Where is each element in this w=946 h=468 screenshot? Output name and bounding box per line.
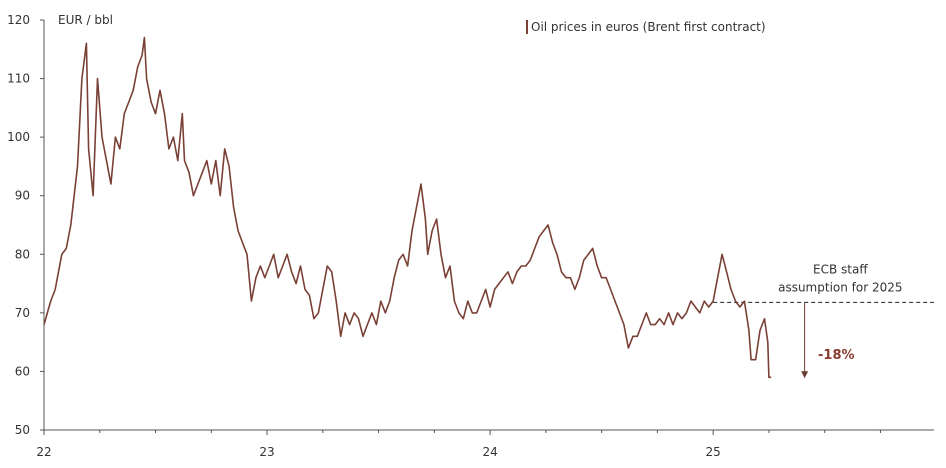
y-axis: 50 60 70 80 90 100 110 120: [7, 13, 45, 437]
y-tick-label: 80: [15, 247, 30, 261]
y-tick-label: 90: [15, 189, 30, 203]
percent-change-label: -18%: [818, 348, 855, 363]
y-tick-label: 60: [15, 364, 30, 378]
y-tick-label: 110: [7, 72, 30, 86]
ecb-annotation-line-2: assumption for 2025: [778, 281, 902, 295]
x-tick-label: 25: [706, 445, 721, 459]
x-tick-label: 24: [482, 445, 497, 459]
decline-arrow-head: [801, 371, 809, 379]
legend: Oil prices in euros (Brent first contrac…: [526, 20, 766, 34]
oil-price-series-line: [43, 36, 772, 379]
y-tick-label: 50: [15, 423, 30, 437]
x-axis: 22 23 24 25: [36, 429, 934, 459]
ecb-annotation-line-1: ECB staff: [813, 263, 868, 277]
x-tick-label: 23: [259, 445, 274, 459]
x-tick-label: 22: [36, 445, 51, 459]
y-axis-unit-label: EUR / bbl: [58, 13, 113, 27]
y-tick-label: 100: [7, 130, 30, 144]
legend-label: Oil prices in euros (Brent first contrac…: [531, 20, 766, 34]
y-tick-label: 120: [7, 13, 30, 27]
y-tick-label: 70: [15, 306, 30, 320]
